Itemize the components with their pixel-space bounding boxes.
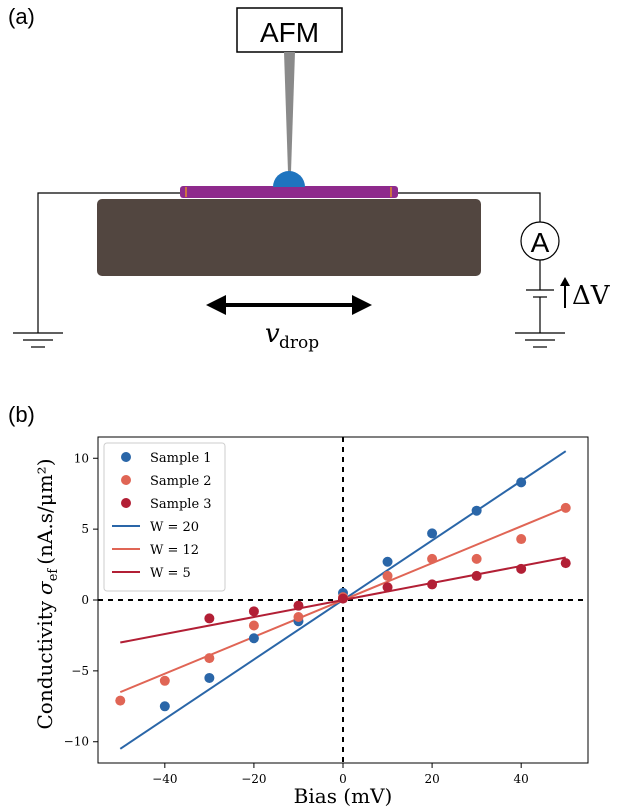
afm-label: AFM <box>260 17 319 48</box>
legend: Sample 1 Sample 2 Sample 3 W = 20 W = 12 W = … <box>103 442 226 592</box>
battery-symbol <box>526 289 554 298</box>
legend-label: W = 5 <box>150 566 191 581</box>
data-point-sample-1 <box>471 505 482 516</box>
plot-area: −40 −20 0 20 40 −10 −5 0 5 10 <box>64 436 589 786</box>
data-point-sample-2 <box>115 695 126 706</box>
afm-box <box>236 7 343 53</box>
velocity-subscript: drop <box>279 333 319 353</box>
data-point-sample-2 <box>293 612 304 623</box>
velocity-arrow <box>206 295 372 315</box>
data-point-sample-1 <box>159 701 170 712</box>
sample-strip <box>180 186 398 198</box>
data-point-sample-1 <box>427 528 438 539</box>
voltage-arrow <box>560 277 570 308</box>
velocity-symbol: v <box>265 319 280 349</box>
legend-label: Sample 1 <box>150 451 212 466</box>
y-axis-label: Conductivityσef(nA.s/μm²) <box>33 458 61 729</box>
voltage-label: ΔV <box>572 281 611 311</box>
panel-a: (a) AFM A <box>8 4 611 353</box>
data-point-sample-2 <box>159 675 170 686</box>
substrate <box>97 199 481 276</box>
left-wire <box>37 192 182 333</box>
data-point-sample-2 <box>382 570 393 581</box>
y-tick-label: −5 <box>71 664 89 678</box>
y-tick-label: 0 <box>81 593 89 607</box>
data-point-sample-3 <box>471 570 482 581</box>
legend-label: Sample 2 <box>150 474 212 489</box>
y-tick-label: 10 <box>74 451 89 465</box>
legend-marker <box>121 475 131 485</box>
data-point-sample-3 <box>338 593 348 604</box>
x-tick-label: 40 <box>514 772 529 786</box>
x-tick-label: 0 <box>339 772 347 786</box>
data-point-sample-3 <box>560 558 571 569</box>
right-wire-top <box>398 192 541 222</box>
data-point-sample-3 <box>248 606 259 617</box>
data-point-sample-2 <box>560 502 571 513</box>
data-point-sample-2 <box>248 620 259 631</box>
data-point-sample-3 <box>382 582 393 593</box>
data-point-sample-3 <box>427 579 438 590</box>
data-point-sample-3 <box>516 563 527 574</box>
ammeter-label: A <box>531 227 550 258</box>
x-axis-label: Bias (mV) <box>294 784 393 808</box>
afm-tip <box>284 52 295 172</box>
droplet <box>273 171 305 187</box>
panel-a-label: (a) <box>8 4 35 29</box>
y-tick-label: −10 <box>64 735 89 749</box>
legend-marker <box>121 498 131 508</box>
data-point-sample-1 <box>516 477 527 488</box>
left-ground-symbol <box>13 332 63 348</box>
data-point-sample-3 <box>204 613 215 624</box>
x-tick-label: −40 <box>152 772 177 786</box>
panel-b: (b) Conductivityσef(nA.s/μm²) Bias (mV) … <box>8 402 589 808</box>
legend-label: Sample 3 <box>150 497 212 512</box>
legend-box <box>103 442 226 592</box>
legend-label: W = 12 <box>150 543 199 558</box>
panel-b-label: (b) <box>8 402 35 427</box>
right-ground-symbol <box>515 332 565 348</box>
y-tick-label: 5 <box>81 522 89 536</box>
data-point-sample-3 <box>293 600 304 611</box>
x-tick-label: 20 <box>424 772 439 786</box>
data-point-sample-1 <box>382 556 393 567</box>
data-point-sample-2 <box>204 653 215 664</box>
legend-label: W = 20 <box>150 520 199 535</box>
x-tick-label: −20 <box>241 772 266 786</box>
data-point-sample-1 <box>248 633 259 644</box>
data-point-sample-2 <box>516 534 527 545</box>
legend-marker <box>121 452 131 462</box>
data-point-sample-2 <box>471 553 482 564</box>
data-point-sample-2 <box>427 553 438 564</box>
data-point-sample-1 <box>204 672 215 683</box>
